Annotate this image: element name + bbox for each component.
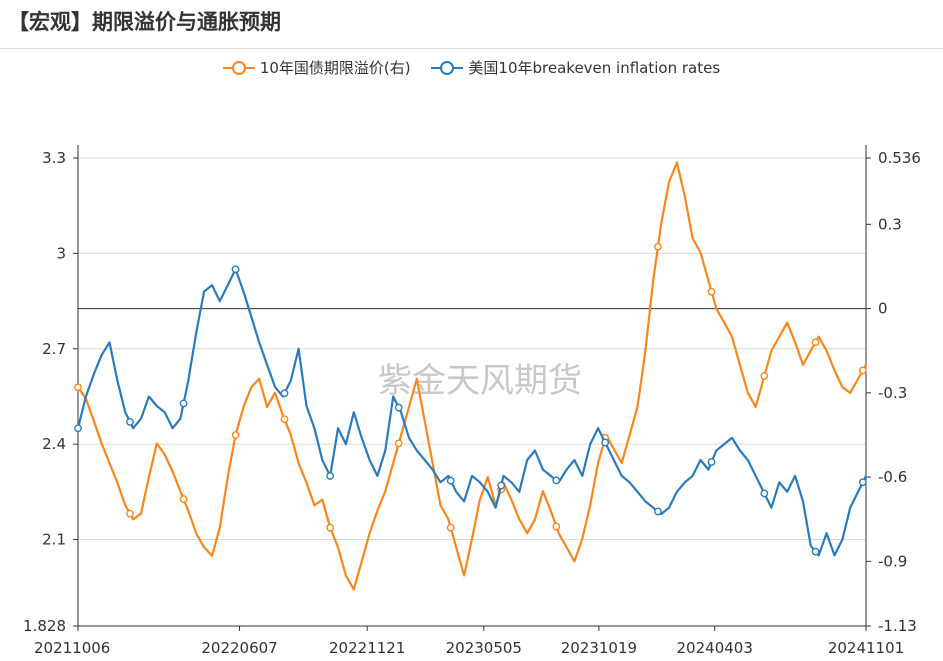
x-tick-label-5: 20240403 <box>677 639 753 657</box>
series-marker-term-premium-5 <box>326 523 335 532</box>
series-marker-breakeven-0 <box>74 424 82 433</box>
legend-label-term-premium: 10年国债期限溢价(右) <box>259 59 411 77</box>
series-line-term-premium <box>77 161 867 591</box>
series-marker-breakeven-10 <box>601 438 610 447</box>
watermark-text: 紫金天风期货 <box>378 361 582 401</box>
left-tick-label-5: 1.828 <box>23 617 66 635</box>
series-marker-breakeven-6 <box>394 403 403 412</box>
legend-line-blue-icon <box>431 60 464 75</box>
series-marker-term-premium-9 <box>552 522 561 531</box>
left-tick-label-0: 3.3 <box>42 149 66 167</box>
series-marker-breakeven-8 <box>497 481 506 490</box>
series-marker-term-premium-2 <box>179 495 188 503</box>
x-tick-label-2: 20221121 <box>329 639 405 657</box>
right-tick-label-1: 0.3 <box>878 215 902 233</box>
series-marker-breakeven-4 <box>280 389 289 398</box>
series-marker-term-premium-4 <box>280 415 289 424</box>
series-marker-breakeven-9 <box>552 476 561 485</box>
chart-title: 【宏观】期限溢价与通胀预期 <box>8 10 281 34</box>
left-tick-label-4: 2.1 <box>42 531 66 549</box>
series-marker-term-premium-6 <box>394 439 403 448</box>
right-tick-label-3: -0.3 <box>878 384 907 402</box>
x-tick-label-1: 20220607 <box>201 639 277 657</box>
series-marker-breakeven-5 <box>326 472 335 480</box>
right-tick-label-0: 0.536 <box>878 149 921 167</box>
legend-label-breakeven: 美国10年breakeven inflation rates <box>468 59 721 77</box>
series-line-breakeven <box>76 268 867 557</box>
series-marker-term-premium-13 <box>760 372 769 380</box>
series-marker-breakeven-2 <box>179 399 188 408</box>
title-divider <box>0 48 943 49</box>
series-marker-breakeven-11 <box>654 507 662 516</box>
series-marker-term-premium-15 <box>858 366 867 375</box>
series-marker-breakeven-3 <box>231 265 240 274</box>
left-tick-label-1: 3 <box>56 244 66 262</box>
series-marker-term-premium-7 <box>446 523 455 532</box>
series-marker-breakeven-13 <box>760 489 769 498</box>
legend-line-orange-icon <box>222 60 255 75</box>
legend-item-breakeven[interactable]: 美国10年breakeven inflation rates <box>431 57 720 78</box>
right-tick-label-6: -1.13 <box>878 617 917 635</box>
series-marker-term-premium-12 <box>707 287 716 296</box>
x-tick-label-3: 20230505 <box>446 639 522 657</box>
left-tick-label-3: 2.4 <box>42 435 66 453</box>
legend-item-term-premium[interactable]: 10年国债期限溢价(右) <box>222 57 411 78</box>
series-marker-term-premium-3 <box>231 431 240 439</box>
x-tick-label-6: 20241101 <box>828 639 904 657</box>
series-marker-term-premium-14 <box>811 338 820 347</box>
series-marker-term-premium-11 <box>654 242 662 251</box>
series-marker-term-premium-1 <box>126 509 134 518</box>
series-marker-breakeven-15 <box>858 478 867 487</box>
series-marker-breakeven-12 <box>707 458 716 466</box>
legend: 10年国债期限溢价(右) 美国10年breakeven inflation ra… <box>0 57 943 80</box>
right-tick-label-2: 0 <box>878 300 888 318</box>
x-tick-label-0: 20211006 <box>34 639 110 657</box>
series-marker-breakeven-1 <box>126 417 134 426</box>
series-marker-term-premium-0 <box>74 383 82 392</box>
right-tick-label-5: -0.9 <box>878 552 907 570</box>
series-marker-breakeven-7 <box>446 476 455 485</box>
x-tick-label-4: 20231019 <box>561 639 637 657</box>
left-tick-label-2: 2.7 <box>42 340 66 358</box>
series-marker-breakeven-14 <box>811 547 820 556</box>
right-tick-label-4: -0.6 <box>878 468 907 486</box>
